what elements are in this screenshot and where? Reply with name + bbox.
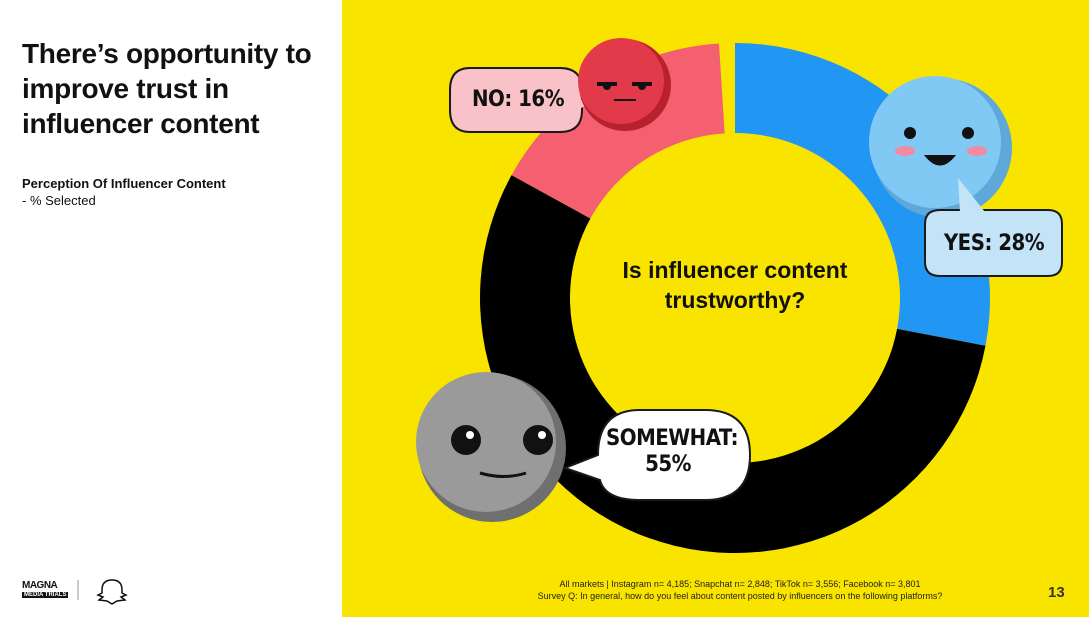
subtitle-note: - % Selected	[22, 193, 96, 208]
footnote: Survey Q: In general, how do you feel ab…	[537, 591, 943, 601]
logo: MAGNA	[22, 580, 58, 591]
somewhat-bubble	[562, 409, 752, 501]
data-label: YES: 28%	[943, 231, 1045, 256]
center-text: Is influencer content trustworthy?	[622, 257, 848, 313]
snapchat-icon	[77, 579, 128, 605]
page-number: 13	[1048, 584, 1065, 601]
donut-segment	[511, 43, 725, 219]
yes-bubble	[924, 178, 1063, 277]
no-face	[578, 38, 671, 131]
data-label: NO: 16%	[471, 87, 565, 112]
yes-face	[869, 76, 1012, 218]
data-label: SOMEWHAT: 55%	[606, 426, 739, 477]
title: There’s opportunity to improve trust in …	[22, 38, 312, 139]
footnote: All markets | Instagram n= 4,185; Snapch…	[559, 579, 921, 589]
somewhat-face	[416, 372, 566, 522]
logo-sub: MEDIA TRIALS	[22, 592, 69, 598]
left-panel	[0, 0, 342, 617]
subtitle: Perception Of Influencer Content	[22, 176, 226, 191]
